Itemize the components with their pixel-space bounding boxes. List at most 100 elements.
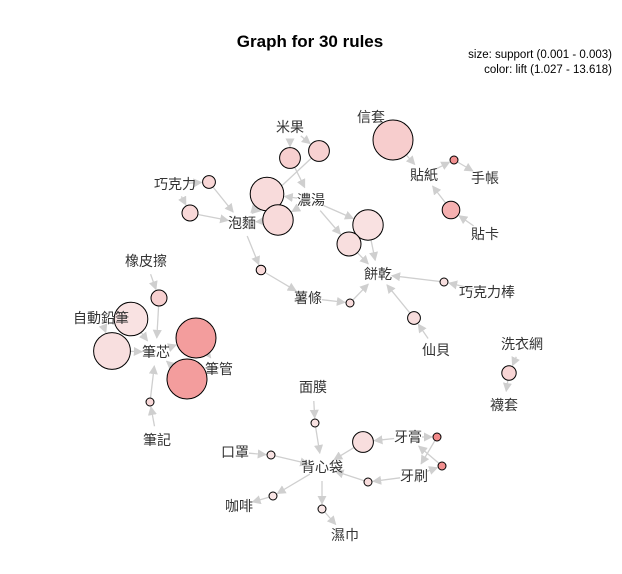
rule-node-20 xyxy=(166,358,208,400)
edge-rule-25-rhs-bei_xin_dai xyxy=(333,446,355,461)
edge-rule-7-rhs-pao_mian xyxy=(197,213,230,224)
rule-node-9 xyxy=(262,204,294,236)
edge-lhs-pao_mian-rule-12 xyxy=(246,235,260,266)
rule-node-24 xyxy=(266,450,276,460)
edge-rule-12-rhs-shu_tiao xyxy=(264,271,297,292)
edge-lhs-mian_mo-rule-23 xyxy=(309,400,319,419)
rule-node-17 xyxy=(113,301,149,337)
rule-node-7 xyxy=(181,204,199,222)
rule-node-27 xyxy=(437,461,447,471)
edge-lhs-nong_tang-rule-11 xyxy=(319,210,342,235)
edge-lhs-ya_shua-rule-27 xyxy=(426,466,439,475)
edge-lhs-bi_ji-rule-21 xyxy=(147,406,157,427)
edge-rule-9-rhs-pao_mian xyxy=(255,216,265,226)
edge-rule-27-rhs-ya_gao xyxy=(418,445,440,464)
rule-node-3 xyxy=(372,119,414,161)
item-label-ya-gao: 牙膏 xyxy=(394,429,422,446)
rule-node-5 xyxy=(441,200,461,220)
legend-size: size: support (0.001 - 0.003) xyxy=(468,49,612,61)
item-label-xin-tao: 信套 xyxy=(357,110,385,126)
edge-rule-6-rhs-pao_mian xyxy=(212,186,234,213)
edge-rule-20-rhs-bi_xin xyxy=(165,360,176,371)
edge-rule-30-rhs-shi_jin xyxy=(324,511,337,526)
edge-rule-28-rhs-bei_xin_dai xyxy=(334,469,365,482)
rule-node-10 xyxy=(352,209,384,241)
item-label-shi-jin: 濕巾 xyxy=(331,528,359,544)
rule-node-30 xyxy=(317,504,327,514)
item-label-ya-shua: 牙刷 xyxy=(400,469,428,485)
rule-node-16 xyxy=(150,289,168,307)
item-label-bi-ji: 筆記 xyxy=(143,432,171,449)
edge-lhs-qiao_ke_li_bang-rule-14 xyxy=(448,280,474,290)
item-label-bing-gan: 餅乾 xyxy=(364,266,392,283)
edge-rule-23-rhs-bei_xin_dai xyxy=(314,426,323,455)
item-label-xian-bei: 仙貝 xyxy=(422,343,450,359)
edge-rule-16-rhs-bi_xin xyxy=(152,305,162,339)
item-label-xi-yi-wang: 洗衣網 xyxy=(501,337,543,353)
item-label-xiang-pi-ca: 橡皮擦 xyxy=(125,253,167,270)
edge-rule-1-rhs-nong_tang xyxy=(294,167,306,189)
item-label-bei-xin-dai: 背心袋 xyxy=(301,460,343,476)
rule-node-4 xyxy=(449,155,459,165)
graph-title: Graph for 30 rules xyxy=(237,32,383,51)
edge-rule-22-rhs-wa_tao xyxy=(502,380,512,393)
edge-lhs-qiao_ke_li-rule-6 xyxy=(188,178,203,188)
item-label-zi-dong-qian-bi: 自動鉛筆 xyxy=(73,311,129,327)
rule-node-19 xyxy=(175,317,217,359)
rule-node-26 xyxy=(432,432,442,442)
edge-lhs-xi_yi_wang-rule-22 xyxy=(511,356,520,367)
rule-node-21 xyxy=(145,397,155,407)
edge-lhs-zi_dong_qian_bi-rule-18 xyxy=(98,323,108,334)
edge-rule-10-rhs-bing_gan xyxy=(369,239,379,262)
rule-node-15 xyxy=(407,311,421,325)
edge-lhs-mi_guo-rule-2 xyxy=(300,134,311,145)
item-label-qiao-ke-li-bang: 巧克力棒 xyxy=(459,285,515,301)
edge-lhs-kou_zhao-rule-24 xyxy=(248,449,267,459)
item-label-nong-tang: 濃湯 xyxy=(297,192,325,209)
edge-lhs-ya_gao-rule-25 xyxy=(373,435,395,445)
item-label-tie-zhi: 貼紙 xyxy=(410,168,438,184)
item-label-shu-tiao: 薯條 xyxy=(294,291,322,307)
item-label-tie-ka: 貼卡 xyxy=(471,227,499,243)
item-label-shou-zhang: 手帳 xyxy=(471,171,499,187)
rule-node-13 xyxy=(345,298,355,308)
edge-lhs-tie_ka-rule-5 xyxy=(458,215,474,227)
rule-node-18 xyxy=(93,332,131,370)
rule-node-11 xyxy=(336,231,362,257)
edge-lhs-bi_xin-rule-19 xyxy=(166,343,178,352)
edge-rule-13-rhs-bing_gan xyxy=(352,283,369,301)
edge-rule-24-rhs-bei_xin_dai xyxy=(274,455,310,467)
edge-rule-3-rhs-tie_zhi xyxy=(405,154,416,166)
rule-nodes-layer xyxy=(93,119,517,514)
edge-lhs-xiang_pi_ca-rule-16 xyxy=(148,273,158,291)
item-label-mi-guo: 米果 xyxy=(276,120,304,136)
rule-node-6 xyxy=(202,175,216,189)
edge-rule-29-rhs-ka_fei xyxy=(251,495,270,505)
rule-node-23 xyxy=(310,418,320,428)
edge-rule-5-rhs-tie_zhi xyxy=(432,185,447,204)
edge-lhs-shu_tiao-rule-13 xyxy=(321,296,346,306)
edge-rule-26-rhs-ya_shua xyxy=(420,440,436,465)
rule-node-2 xyxy=(308,140,330,162)
rule-node-28 xyxy=(363,477,373,487)
rule-node-29 xyxy=(268,491,278,501)
edge-lhs-qiao_ke_li-rule-7 xyxy=(178,195,187,206)
edge-rule-14-rhs-bing_gan xyxy=(390,272,441,283)
edges-layer xyxy=(98,124,520,526)
edge-lhs-nong_tang-rule-8 xyxy=(283,192,298,203)
edge-rule-8-rhs-pao_mian xyxy=(250,203,260,214)
edge-lhs-tie_zhi-rule-4 xyxy=(436,161,451,170)
rule-node-14 xyxy=(439,277,449,287)
edge-lhs-nong_tang-rule-9 xyxy=(291,203,302,213)
edge-lhs-xian_bei-rule-15 xyxy=(417,323,429,339)
item-label-kou-zhao: 口罩 xyxy=(221,445,249,461)
rule-node-25 xyxy=(352,431,374,453)
item-label-qiao-ke-li: 巧克力 xyxy=(154,177,196,193)
item-label-wa-tao: 襪套 xyxy=(490,398,518,414)
rule-node-22 xyxy=(501,365,517,381)
item-label-ka-fei: 咖啡 xyxy=(225,499,253,515)
rule-node-1 xyxy=(279,147,301,169)
edge-rule-21-rhs-bi_xin xyxy=(148,364,158,399)
